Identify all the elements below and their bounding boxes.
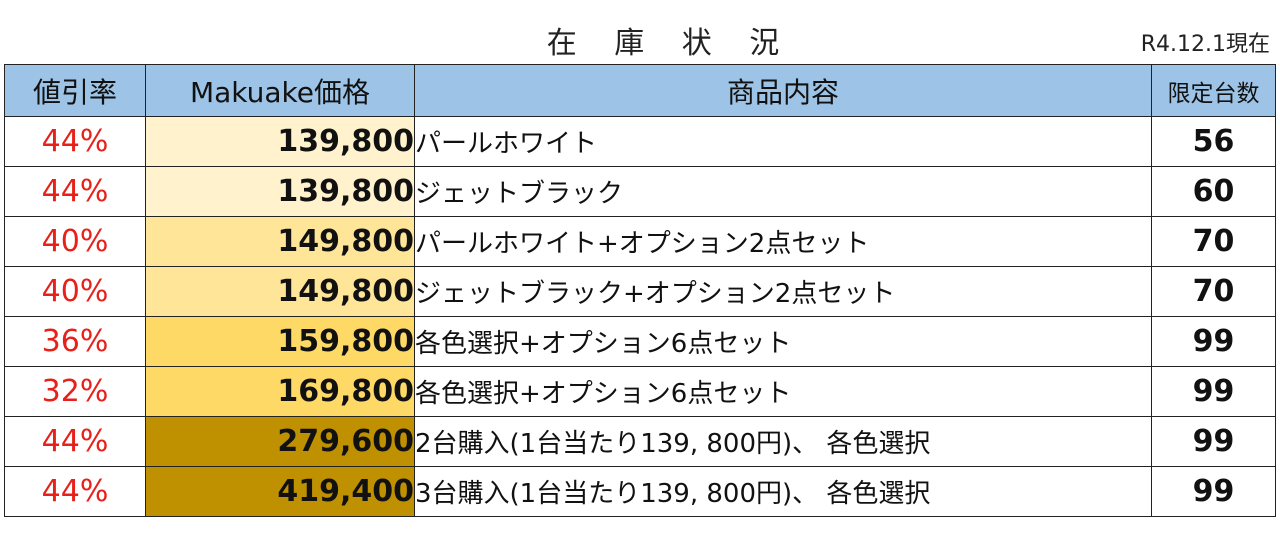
row-discount: 40% [4, 266, 146, 317]
table-row: 44% 419,400 3台購入(1台当たり139, 800円)、 各色選択 9… [4, 466, 1276, 517]
table-row: 36% 159,800 各色選択+オプション6点セット 99 [4, 316, 1276, 367]
row-discount: 44% [4, 466, 146, 517]
row-content: ジェットブラック+オプション2点セット [414, 266, 1152, 317]
as-of-date: R4.12.1現在 [1140, 32, 1270, 57]
row-discount: 36% [4, 316, 146, 367]
row-price: 139,800 [145, 166, 415, 217]
header-limit: 限定台数 [1151, 64, 1276, 117]
inventory-table: 値引率 Makuake価格 商品内容 限定台数 44% 139,800 パールホ… [4, 64, 1276, 517]
row-price: 169,800 [145, 366, 415, 417]
row-limit: 60 [1151, 166, 1276, 217]
row-price: 149,800 [145, 216, 415, 267]
table-row: 44% 139,800 ジェットブラック 60 [4, 166, 1276, 217]
row-content: パールホワイト [414, 116, 1152, 167]
table-row: 44% 279,600 2台購入(1台当たり139, 800円)、 各色選択 9… [4, 416, 1276, 467]
row-discount: 40% [4, 216, 146, 267]
header-price: Makuake価格 [145, 64, 415, 117]
row-discount: 44% [4, 416, 146, 467]
row-content: 各色選択+オプション6点セット [414, 316, 1152, 367]
row-limit: 70 [1151, 266, 1276, 317]
row-discount: 32% [4, 366, 146, 417]
header-content: 商品内容 [414, 64, 1152, 117]
row-price: 279,600 [145, 416, 415, 467]
row-limit: 99 [1151, 316, 1276, 367]
table-header-row: 値引率 Makuake価格 商品内容 限定台数 [4, 64, 1276, 117]
row-limit: 99 [1151, 366, 1276, 417]
row-price: 149,800 [145, 266, 415, 317]
row-limit: 56 [1151, 116, 1276, 167]
row-content: 各色選択+オプション6点セット [414, 366, 1152, 417]
page-title: 在 庫 状 況 [546, 26, 794, 61]
table-row: 44% 139,800 パールホワイト 56 [4, 116, 1276, 167]
table-row: 40% 149,800 パールホワイト+オプション2点セット 70 [4, 216, 1276, 267]
row-limit: 99 [1151, 466, 1276, 517]
row-price: 159,800 [145, 316, 415, 367]
row-content: 3台購入(1台当たり139, 800円)、 各色選択 [414, 466, 1152, 517]
row-limit: 70 [1151, 216, 1276, 267]
row-price: 139,800 [145, 116, 415, 167]
table-row: 40% 149,800 ジェットブラック+オプション2点セット 70 [4, 266, 1276, 317]
row-discount: 44% [4, 166, 146, 217]
row-content: 2台購入(1台当たり139, 800円)、 各色選択 [414, 416, 1152, 467]
table-row: 32% 169,800 各色選択+オプション6点セット 99 [4, 366, 1276, 417]
row-content: パールホワイト+オプション2点セット [414, 216, 1152, 267]
row-limit: 99 [1151, 416, 1276, 467]
row-price: 419,400 [145, 466, 415, 517]
row-discount: 44% [4, 116, 146, 167]
header-discount: 値引率 [4, 64, 146, 117]
row-content: ジェットブラック [414, 166, 1152, 217]
